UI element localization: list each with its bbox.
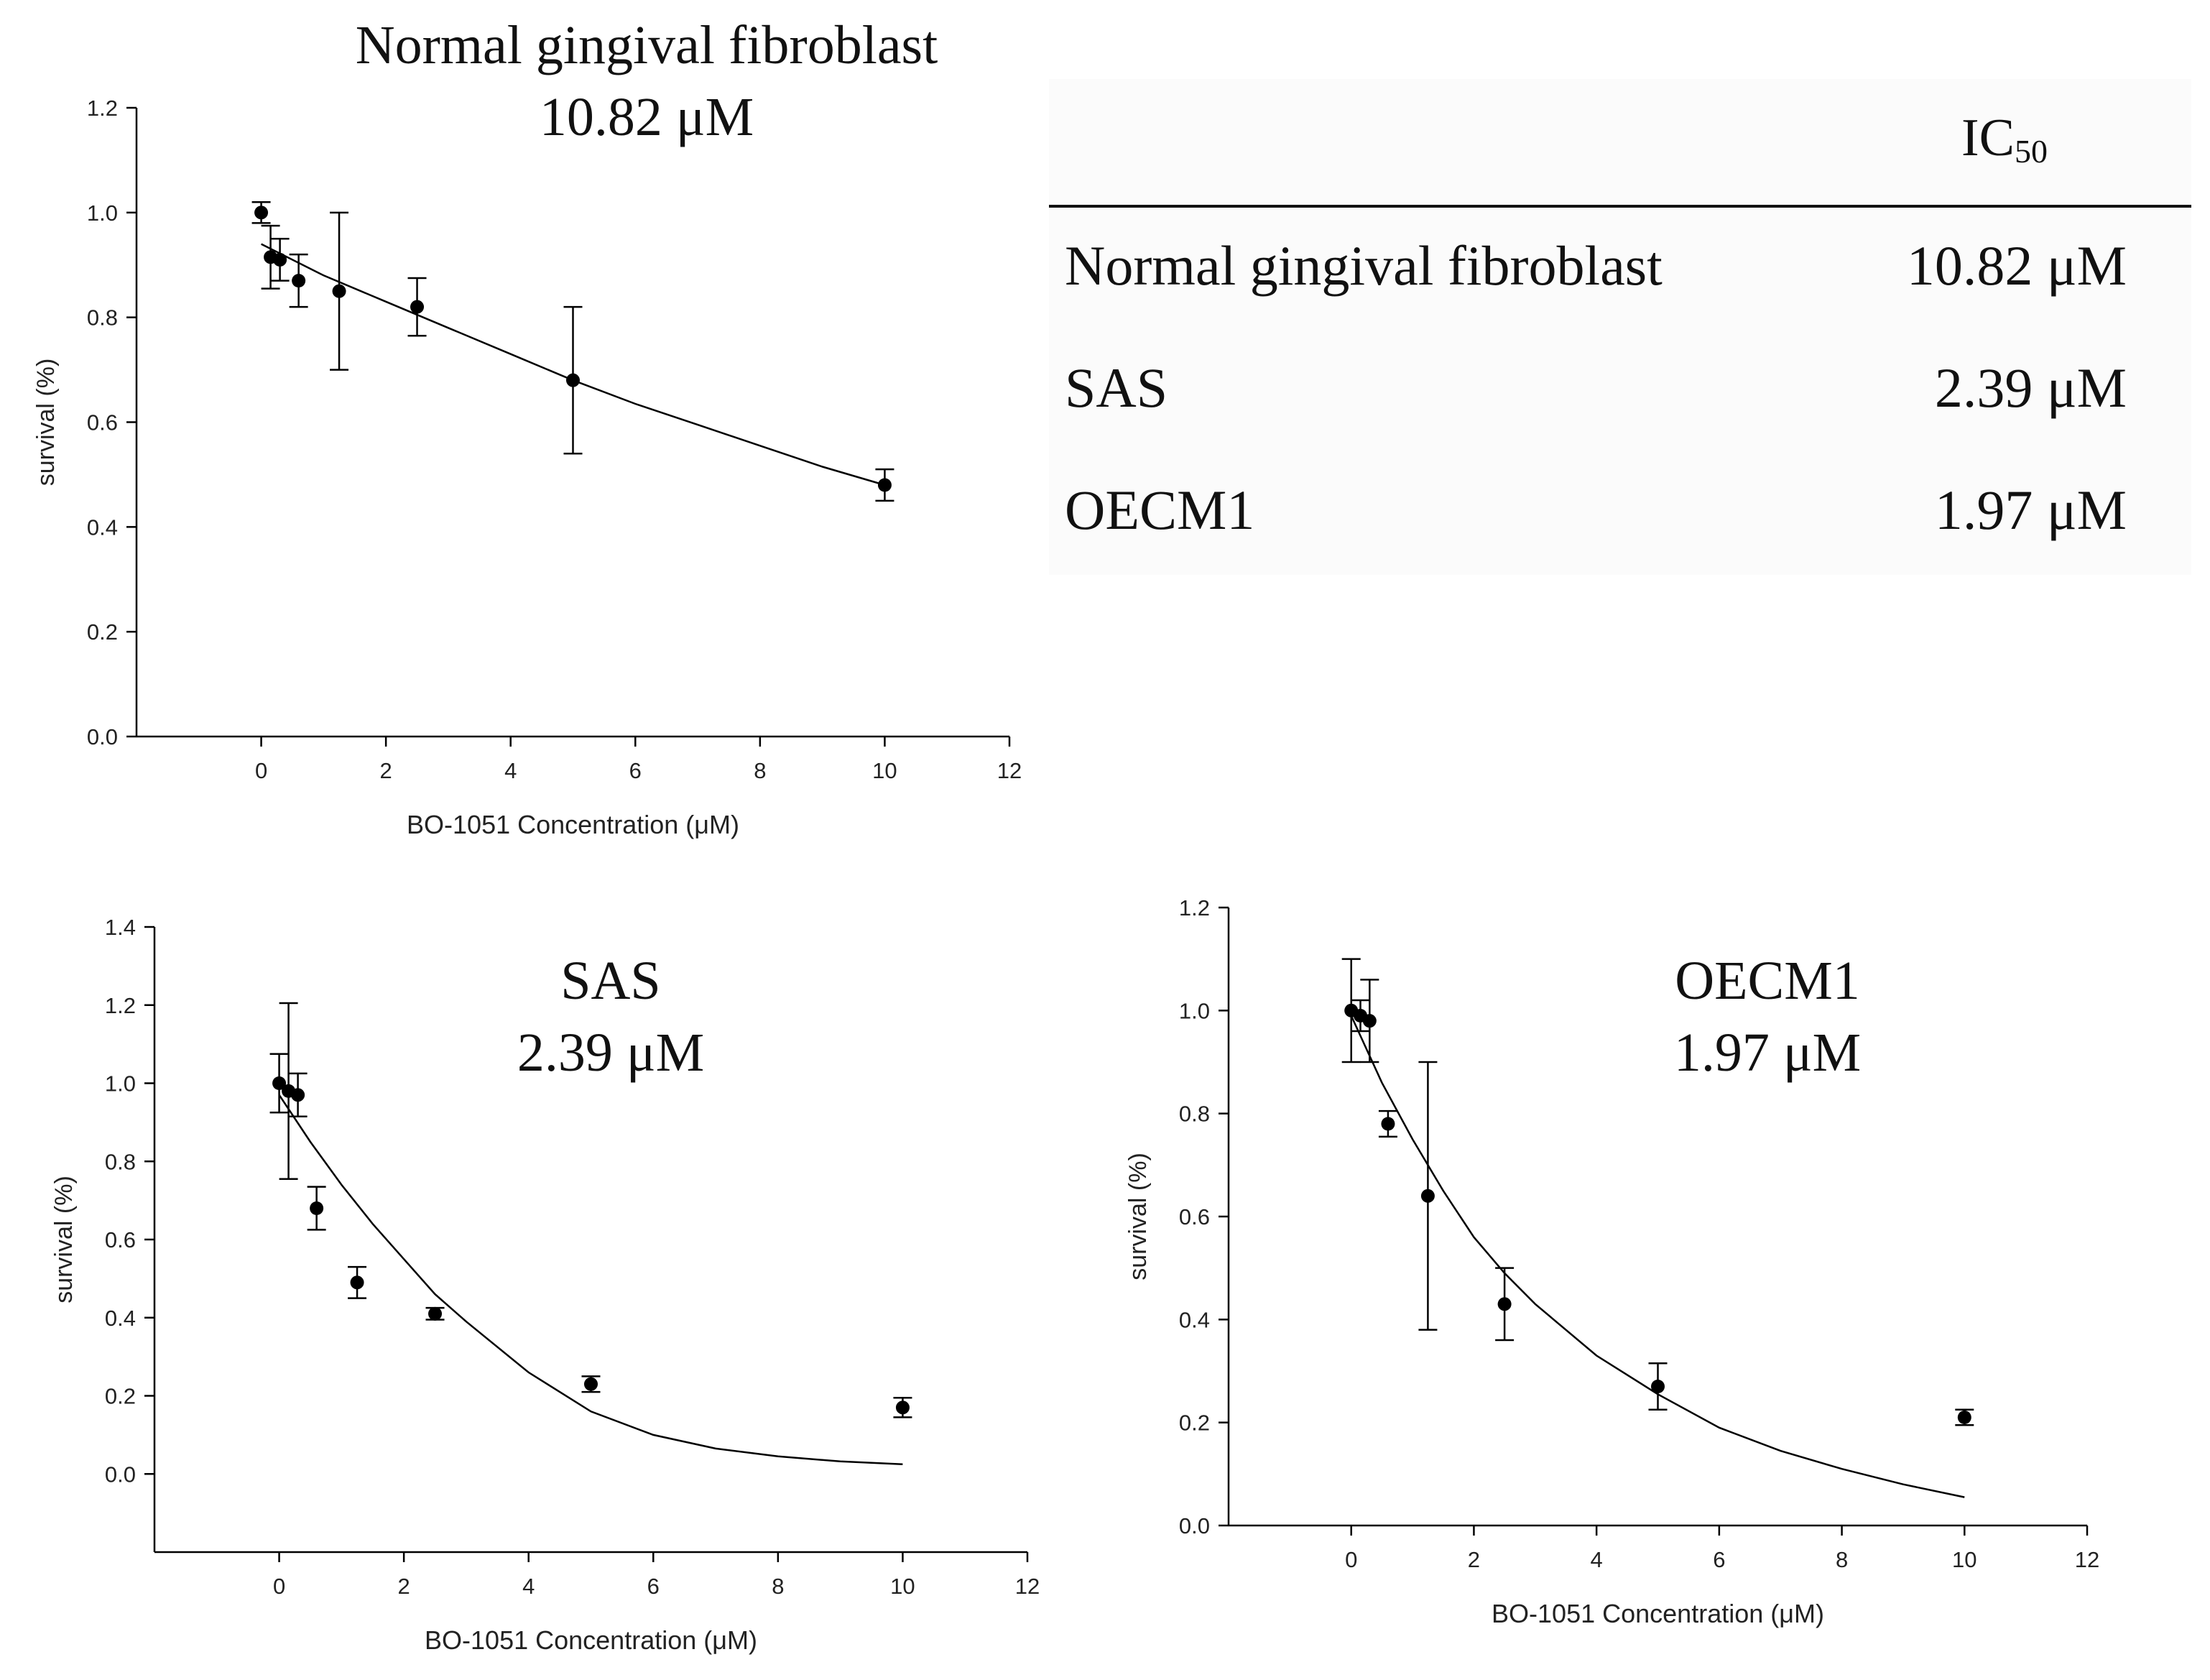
data-point (428, 1306, 443, 1321)
ic50-row-name: OECM1 (1065, 479, 1255, 541)
data-point (254, 206, 269, 220)
y-tick-label: 1.2 (87, 96, 118, 121)
x-tick-label: 8 (1836, 1547, 1848, 1572)
ic50-row-name: SAS (1065, 356, 1168, 419)
chart-title: OECM1 (1675, 951, 1860, 1011)
data-point (273, 252, 287, 267)
x-tick-label: 0 (273, 1574, 285, 1599)
fit-curve (1350, 1015, 1965, 1498)
x-tick-label: 8 (772, 1574, 784, 1599)
y-tick-label: 0.8 (87, 305, 118, 331)
y-axis-label: survival (%) (1124, 1153, 1152, 1280)
ic50-row: SAS 2.39 μM (1065, 356, 2127, 428)
chart-oecm: 0.0 0.2 0.4 0.6 0.8 1.0 1.2 0 2 4 6 8 10 12 BO-1051 Co… (1124, 895, 2099, 1628)
chart-subtitle: 10.82 μM (540, 87, 754, 147)
data-point (292, 274, 306, 288)
chart-title: SAS (560, 951, 660, 1011)
y-tick-label: 0.0 (1179, 1513, 1210, 1538)
data-point (291, 1088, 305, 1102)
y-axis-label: survival (%) (50, 1176, 78, 1303)
x-tick-label: 12 (2075, 1547, 2099, 1572)
ic50-header: IC50 (1961, 108, 2048, 170)
x-tick-label: 8 (754, 758, 766, 783)
data-point (310, 1201, 324, 1215)
y-tick-label: 0.6 (87, 410, 118, 435)
y-tick-label: 0.2 (1179, 1411, 1210, 1436)
ic50-header-sub: 50 (2015, 133, 2048, 170)
y-tick-label: 1.4 (105, 915, 136, 940)
data-point (877, 478, 892, 492)
y-tick-label: 0.8 (1179, 1102, 1210, 1127)
y-axis-label: survival (%) (32, 359, 60, 486)
x-axis-label: BO-1051 Concentration (μM) (407, 810, 739, 839)
chart-title: Normal gingival fibroblast (356, 15, 938, 75)
chart-fibro: 0.0 0.2 0.4 0.6 0.8 1.0 1.2 0 2 4 6 8 10 12 BO-1051 Co… (32, 15, 1022, 839)
ic50-table: IC50 Normal gingival fibroblast 10.82 μM… (1049, 79, 2191, 575)
y-tick-label: 0.0 (105, 1462, 136, 1487)
ic50-row: OECM1 1.97 μM (1065, 478, 2127, 550)
data-point (332, 284, 346, 298)
ic50-row-name: Normal gingival fibroblast (1065, 234, 1663, 297)
y-tick-label: 0.8 (105, 1149, 136, 1174)
x-tick-label: 4 (522, 1574, 535, 1599)
y-tick-label: 1.2 (105, 993, 136, 1018)
x-tick-label: 4 (1591, 1547, 1603, 1572)
data-point (895, 1400, 910, 1415)
x-tick-label: 10 (890, 1574, 915, 1599)
y-tick-label: 0.4 (1179, 1307, 1210, 1332)
data-point (1420, 1189, 1435, 1203)
ic50-row-value: 2.39 μM (1934, 356, 2127, 419)
y-tick-label: 0.0 (87, 724, 118, 749)
x-tick-label: 6 (1713, 1547, 1725, 1572)
x-tick-label: 0 (1345, 1547, 1357, 1572)
x-tick-label: 0 (255, 758, 267, 783)
fit-curve (278, 1094, 903, 1465)
data-point (1381, 1117, 1395, 1131)
x-tick-label: 4 (504, 758, 517, 783)
ic50-row: Normal gingival fibroblast 10.82 μM (1065, 234, 2127, 305)
y-tick-label: 0.6 (105, 1227, 136, 1252)
x-tick-label: 6 (647, 1574, 660, 1599)
x-tick-label: 10 (1952, 1547, 1976, 1572)
data-point (1497, 1297, 1512, 1311)
y-tick-label: 1.0 (105, 1071, 136, 1097)
x-axis-label: BO-1051 Concentration (μM) (1492, 1599, 1824, 1628)
chart-subtitle: 1.97 μM (1674, 1023, 1861, 1083)
ic50-row-value: 10.82 μM (1906, 234, 2127, 297)
y-tick-label: 1.0 (1179, 998, 1210, 1023)
data-point (1362, 1014, 1377, 1028)
data-point (566, 373, 580, 387)
data-point (584, 1377, 598, 1391)
data-point (272, 1076, 287, 1090)
x-tick-label: 2 (380, 758, 392, 783)
x-tick-label: 12 (997, 758, 1022, 783)
x-tick-label: 6 (629, 758, 642, 783)
y-tick-label: 1.2 (1179, 895, 1210, 920)
chart-subtitle: 2.39 μM (517, 1023, 704, 1083)
y-tick-label: 0.2 (105, 1384, 136, 1409)
x-tick-label: 12 (1015, 1574, 1040, 1599)
ic50-header-rule (1049, 205, 2191, 208)
x-tick-label: 10 (872, 758, 897, 783)
x-tick-label: 2 (1468, 1547, 1480, 1572)
chart-sas: 0.0 0.2 0.4 0.6 0.8 1.0 1.2 1.4 0 2 4 6 8 10 12 BO-1051… (50, 915, 1040, 1655)
data-point (1957, 1411, 1971, 1424)
y-tick-label: 1.0 (87, 200, 118, 226)
ic50-row-value: 1.97 μM (1934, 479, 2127, 541)
data-point (410, 300, 425, 314)
y-tick-label: 0.2 (87, 619, 118, 645)
y-tick-label: 0.4 (87, 514, 118, 540)
data-point (350, 1275, 364, 1290)
y-tick-label: 0.4 (105, 1306, 136, 1331)
y-tick-label: 0.6 (1179, 1204, 1210, 1229)
ic50-header-main: IC (1961, 109, 2015, 167)
x-tick-label: 2 (398, 1574, 410, 1599)
x-axis-label: BO-1051 Concentration (μM) (425, 1625, 757, 1655)
data-point (1651, 1380, 1665, 1393)
